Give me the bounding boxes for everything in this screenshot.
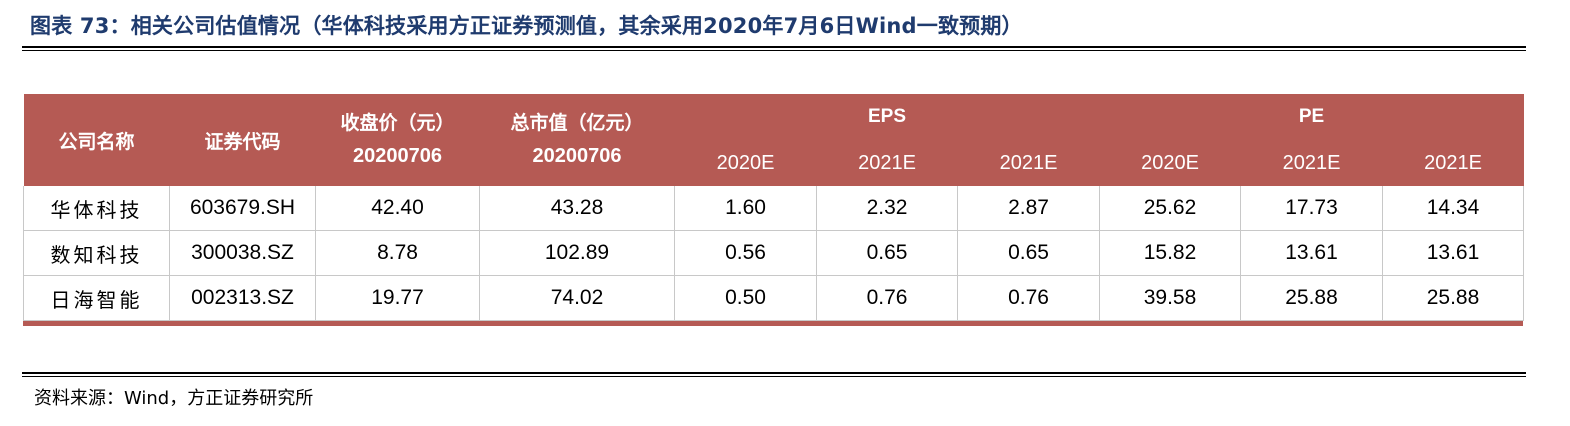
title-rule-thin [22,50,1526,51]
source-note: 资料来源：Wind，方正证券研究所 [34,388,314,409]
pe-value: 13.61 [1382,230,1525,276]
figure-title: 图表 73：相关公司估值情况（华体科技采用方正证券预测值，其余采用2020年7月… [30,14,1023,38]
title-rule [22,46,1526,48]
eps-value: 0.76 [956,275,1101,321]
eps-value: 0.65 [816,230,958,276]
stock-code: 300038.SZ [169,230,316,276]
pe-value: 13.61 [1240,230,1384,276]
header-close-label: 收盘价（元） [340,113,455,134]
company-name: 日海智能 [23,275,170,321]
source-rule [22,372,1526,374]
header-year: 2020E [1099,140,1241,186]
eps-value: 0.76 [816,275,958,321]
eps-value: 0.65 [956,230,1101,276]
pe-value: 39.58 [1099,275,1242,321]
market-cap: 43.28 [479,186,675,231]
header-close-price: 收盘价（元） 20200706 [315,94,480,186]
market-cap: 102.89 [479,230,675,276]
eps-value: 2.32 [816,186,958,231]
header-market-cap: 总市值（亿元） 20200706 [479,94,675,186]
header-year: 2020E [674,140,817,186]
header-mcap-date: 20200706 [532,145,622,167]
eps-value: 0.56 [674,230,817,276]
header-company: 公司名称 [23,94,170,186]
table-row: 日海智能 002313.SZ 19.77 74.02 0.50 0.76 0.7… [23,275,1525,321]
close-price: 42.40 [315,186,480,231]
table-row: 数知科技 300038.SZ 8.78 102.89 0.56 0.65 0.6… [23,230,1525,276]
pe-value: 17.73 [1240,186,1384,231]
source-rule-thin [22,376,1526,377]
pe-value: 14.34 [1382,186,1525,231]
pe-value: 25.88 [1382,275,1525,321]
eps-value: 2.87 [956,186,1101,231]
stock-code: 603679.SH [169,186,316,231]
eps-value: 1.60 [674,186,817,231]
eps-value: 0.50 [674,275,817,321]
pe-value: 15.82 [1099,230,1242,276]
header-year: 2021E [1240,140,1383,186]
close-price: 19.77 [315,275,480,321]
table-row: 华体科技 603679.SH 42.40 43.28 1.60 2.32 2.8… [23,186,1525,231]
close-price: 8.78 [315,230,480,276]
header-eps: EPS [674,94,1100,140]
header-mcap-label: 总市值（亿元） [510,113,644,134]
market-cap: 74.02 [479,275,675,321]
company-name: 数知科技 [23,230,170,276]
header-year: 2021E [957,140,1100,186]
header-year: 2021E [1382,140,1524,186]
pe-value: 25.62 [1099,186,1242,231]
company-name: 华体科技 [23,186,170,231]
header-close-date: 20200706 [353,145,442,167]
table-bottom-bar [23,321,1523,326]
pe-value: 25.88 [1240,275,1384,321]
valuation-table: 公司名称 证券代码 收盘价（元） 20200706 总市值（亿元） 202007… [23,94,1525,326]
header-pe: PE [1099,94,1524,140]
stock-code: 002313.SZ [169,275,316,321]
header-year: 2021E [816,140,958,186]
header-code: 证券代码 [169,94,316,186]
